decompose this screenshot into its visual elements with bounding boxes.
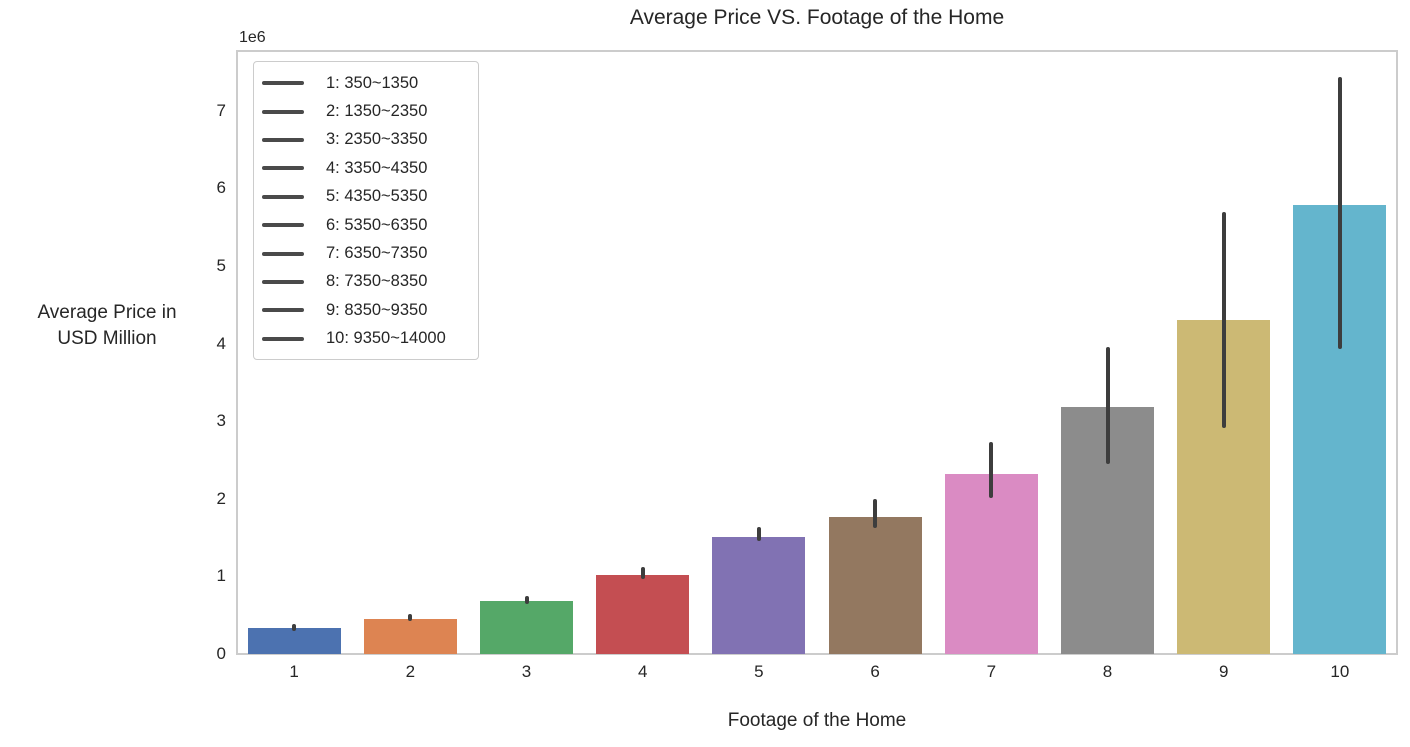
legend-line-sample-icon — [262, 109, 304, 114]
y-tick-label: 4 — [216, 333, 226, 353]
chart-title: Average Price VS. Footage of the Home — [629, 6, 1005, 29]
x-tick-label: 2 — [405, 662, 416, 681]
legend-line-sample-icon — [262, 279, 304, 284]
y-tick-label: 3 — [216, 411, 226, 431]
legend-row: 3: 2350~3350 — [254, 126, 478, 154]
error-bar — [292, 623, 297, 631]
error-bar — [989, 442, 994, 498]
legend-label: 10: 9350~14000 — [326, 329, 446, 348]
legend-label: 5: 4350~5350 — [326, 187, 428, 206]
legend-line-sample-icon — [262, 223, 304, 228]
legend-label: 9: 8350~9350 — [326, 300, 428, 319]
x-tick-label: 3 — [521, 662, 532, 681]
error-bar — [1105, 346, 1110, 464]
legend: 1: 350~1350 2: 1350~2350 3: 2350~3350 4: 33… — [253, 61, 479, 360]
x-tick-label: 9 — [1218, 662, 1229, 681]
y-tick-label: 2 — [216, 488, 226, 508]
legend-line-sample-icon — [262, 336, 304, 341]
x-tick-label: 7 — [986, 662, 997, 681]
legend-label: 7: 6350~7350 — [326, 244, 428, 263]
y-axis-label: Average Price in USD Million — [37, 302, 177, 349]
legend-label: 1: 350~1350 — [326, 73, 419, 92]
legend-label: 6: 5350~6350 — [326, 215, 428, 234]
legend-label: 4: 3350~4350 — [326, 158, 428, 177]
error-bar — [756, 526, 761, 542]
legend-line-sample-icon — [262, 308, 304, 313]
y-tick-label: 5 — [216, 256, 226, 275]
legend-line-sample-icon — [262, 166, 304, 171]
legend-label: 2: 1350~2350 — [326, 102, 428, 121]
error-bar — [408, 614, 413, 621]
legend-row: 6: 5350~6350 — [254, 211, 478, 239]
legend-row: 1: 350~1350 — [254, 69, 478, 97]
x-tick-label: 1 — [289, 662, 299, 681]
legend-row: 2: 1350~2350 — [254, 97, 478, 125]
y-axis-multiplier-label: 1e6 — [239, 29, 266, 46]
legend-row: 7: 6350~7350 — [254, 239, 478, 267]
error-bar — [1337, 76, 1342, 350]
x-tick-label: 8 — [1102, 662, 1113, 681]
legend-row: 5: 4350~5350 — [254, 183, 478, 211]
legend-row: 4: 3350~4350 — [254, 154, 478, 182]
x-tick-label: 5 — [754, 662, 764, 681]
bar — [828, 516, 922, 654]
legend-line-sample-icon — [262, 137, 304, 142]
error-bar — [524, 595, 529, 604]
legend-line-sample-icon — [262, 81, 304, 86]
legend-label: 8: 7350~8350 — [326, 272, 428, 291]
x-tick-label: 10 — [1330, 662, 1350, 681]
error-bar — [1221, 212, 1226, 429]
x-tick-label: 6 — [870, 662, 880, 681]
bar — [944, 473, 1038, 654]
error-bar — [640, 567, 645, 580]
bar — [247, 628, 341, 654]
legend-label: 3: 2350~3350 — [326, 130, 428, 149]
y-tick-label: 7 — [216, 100, 226, 120]
y-tick-label: 6 — [216, 178, 226, 198]
legend-line-sample-icon — [262, 251, 304, 256]
bar — [480, 601, 573, 654]
x-tick-label: 4 — [637, 662, 648, 681]
legend-row: 10: 9350~14000 — [254, 325, 478, 353]
bar — [712, 536, 806, 654]
y-tick-label: 0 — [216, 644, 226, 663]
legend-row: 8: 7350~8350 — [254, 268, 478, 296]
bar — [363, 619, 457, 654]
y-tick-label: 1 — [216, 566, 226, 586]
legend-line-sample-icon — [262, 194, 304, 199]
x-axis-label: Footage of the Home — [727, 710, 907, 731]
legend-row: 9: 8350~9350 — [254, 296, 478, 324]
bar — [596, 574, 690, 654]
error-bar — [873, 498, 878, 529]
